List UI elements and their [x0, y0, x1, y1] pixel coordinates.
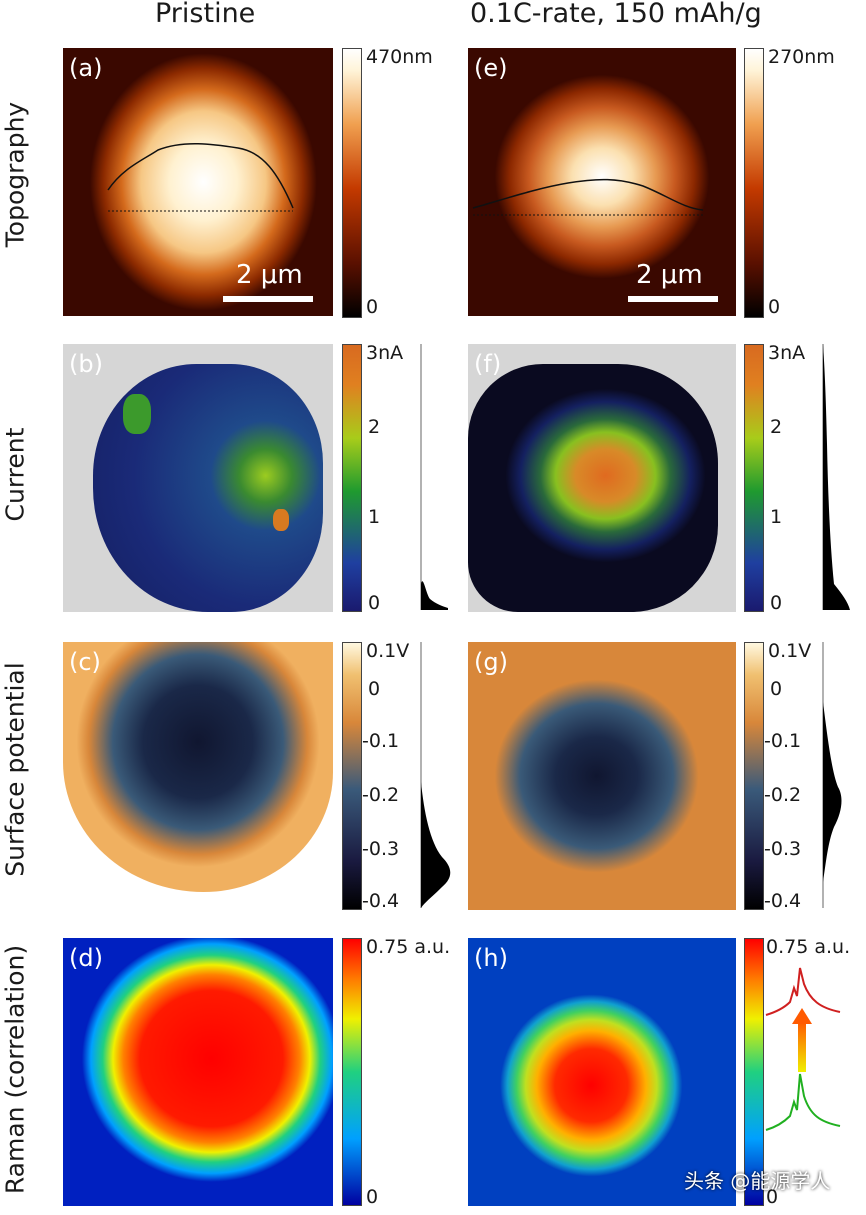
row-label-current: Current — [0, 427, 30, 522]
colorbar-tick: -0.4 — [764, 890, 802, 912]
row-label-surface-potential: Surface potential — [0, 662, 30, 877]
panel-h-raman: (h) — [468, 938, 736, 1206]
colorbar-tick: -0.1 — [362, 730, 400, 752]
colorbar-tick: -0.2 — [362, 784, 400, 806]
colorbar-min-label: 0 — [766, 1186, 779, 1208]
colorbar-tick: 0.1V — [366, 640, 410, 662]
panel-label-h: (h) — [474, 944, 508, 972]
panel-label-d: (d) — [69, 944, 103, 972]
potential-histogram-left — [420, 642, 451, 908]
colorbar-topography-right — [744, 48, 764, 318]
colorbar-tick: 0.1V — [768, 640, 812, 662]
topography-profile-line — [107, 143, 294, 212]
colorbar-tick: 0 — [368, 592, 381, 614]
colorbar-max-label: 470nm — [366, 46, 433, 68]
current-histogram-right — [822, 344, 850, 610]
colorbar-topography-left — [342, 48, 362, 318]
colorbar-potential-right — [744, 642, 764, 910]
colorbar-tick: -0.3 — [764, 838, 802, 860]
particle-potential-map — [63, 642, 333, 892]
colorbar-tick: 0 — [368, 678, 381, 700]
panel-label-g: (g) — [474, 648, 508, 676]
raman-spectra-inset — [765, 967, 841, 1131]
colorbar-raman-left — [342, 938, 362, 1206]
panel-label-a: (a) — [69, 54, 103, 82]
potential-histogram-right — [822, 642, 842, 908]
scale-bar — [628, 296, 718, 302]
panel-a-topography: (a) 2 μm — [63, 48, 333, 316]
row-label-raman: Raman (correlation) — [0, 944, 30, 1195]
panel-b-current: (b) — [63, 344, 333, 612]
current-histogram-left — [420, 344, 448, 610]
arrow-head-icon — [792, 1008, 812, 1024]
panel-label-f: (f) — [474, 350, 502, 378]
scale-bar-label: 2 μm — [636, 260, 703, 290]
colorbar-tick: -0.2 — [764, 784, 802, 806]
colorbar-tick: 2 — [770, 416, 783, 438]
scale-bar — [223, 296, 313, 302]
colorbar-tick: 3nA — [366, 342, 404, 364]
colorbar-tick: 0 — [770, 592, 783, 614]
colorbar-tick: -0.3 — [362, 838, 400, 860]
colorbar-max-label: 270nm — [768, 46, 835, 68]
current-hotspot — [123, 394, 151, 434]
colorbar-raman-right — [744, 938, 764, 1206]
colorbar-tick: 1 — [770, 506, 783, 528]
panel-c-surface-potential: (c) — [63, 642, 333, 910]
row-label-topography: Topography — [0, 101, 30, 248]
colorbar-tick: 3nA — [768, 342, 806, 364]
colorbar-tick: 2 — [368, 416, 381, 438]
panel-d-raman: (d) — [63, 938, 333, 1206]
arrow-up-icon — [798, 1022, 806, 1072]
panel-e-topography: (e) 2 μm — [468, 48, 736, 316]
panel-g-surface-potential: (g) — [468, 642, 736, 910]
colorbar-current-right — [744, 344, 764, 612]
current-hotspot — [273, 509, 289, 531]
panel-label-b: (b) — [69, 350, 103, 378]
green-spectrum — [765, 1073, 841, 1131]
topography-profile-line — [472, 178, 704, 216]
colorbar-min-label: 0 — [366, 296, 379, 318]
column-title-pristine: Pristine — [155, 0, 256, 29]
colorbar-tick: 0 — [770, 678, 783, 700]
colorbar-tick: 1 — [368, 506, 381, 528]
column-title-cycled: 0.1C-rate, 150 mAh/g — [470, 0, 762, 29]
colorbar-max-label: 0.75 a.u. — [766, 936, 851, 958]
panel-f-current: (f) — [468, 344, 736, 612]
colorbar-tick: -0.4 — [362, 890, 400, 912]
scale-bar-label: 2 μm — [236, 260, 303, 290]
colorbar-potential-left — [342, 642, 362, 910]
colorbar-current-left — [342, 344, 362, 612]
particle-current-map — [468, 364, 718, 612]
colorbar-min-label: 0 — [768, 296, 781, 318]
watermark: 头条 @能源学人 — [684, 1169, 831, 1193]
colorbar-tick: -0.1 — [764, 730, 802, 752]
panel-label-c: (c) — [69, 648, 101, 676]
red-spectrum — [765, 967, 841, 1016]
colorbar-min-label: 0 — [366, 1186, 379, 1208]
panel-label-e: (e) — [474, 54, 508, 82]
colorbar-max-label: 0.75 a.u. — [366, 936, 451, 958]
